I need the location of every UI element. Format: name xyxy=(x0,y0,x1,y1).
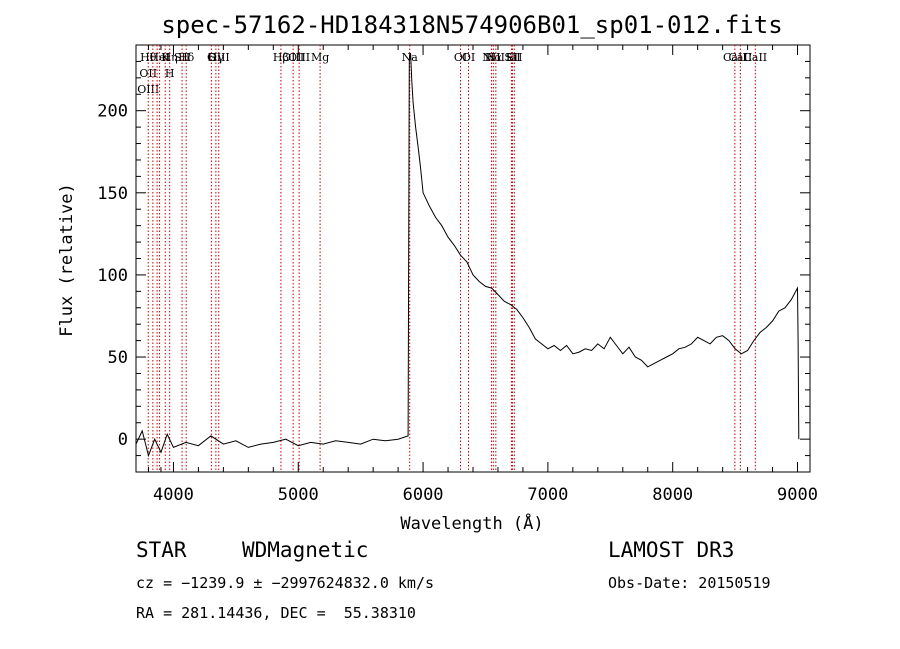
spectral-line-label: OI xyxy=(454,51,467,64)
x-tick-label: 5000 xyxy=(278,485,319,505)
spectral-line-label: OIII xyxy=(137,83,159,96)
spectral-line-label: Mg xyxy=(311,51,329,64)
spectral-line-label: G xyxy=(207,51,216,64)
y-tick-label: 150 xyxy=(97,184,128,204)
y-tick-label: 200 xyxy=(97,102,128,122)
spectral-line-label: Hβ xyxy=(273,51,289,64)
spectral-line-label: SII xyxy=(504,51,520,64)
coordinates: RA = 281.14436, DEC = 55.38310 xyxy=(136,604,416,622)
spectral-line-label: OII xyxy=(139,67,157,80)
y-axis-label: Flux (relative) xyxy=(57,183,77,337)
spectral-line-label: NII xyxy=(487,51,505,64)
spectral-line-label: Hγ xyxy=(208,51,225,64)
spectral-line-label: NII xyxy=(482,51,500,64)
spectral-line-label: CaII xyxy=(743,51,767,64)
x-tick-label: 8000 xyxy=(652,485,693,505)
x-axis-label: Wavelength (Å) xyxy=(400,512,543,534)
x-tick-label: 6000 xyxy=(403,485,444,505)
spectral-line-label: HeI xyxy=(149,51,169,64)
survey-name: LAMOST DR3 xyxy=(608,538,735,562)
plot-frame xyxy=(135,44,811,473)
spectral-line-label: SII xyxy=(506,51,522,64)
spectral-line-label: CaII xyxy=(729,51,753,64)
y-tick-label: 50 xyxy=(108,348,128,368)
spectral-line-label: Hδ xyxy=(178,51,195,64)
spectral-line-label: OIII xyxy=(208,51,230,64)
y-tick-label: 100 xyxy=(97,266,128,286)
x-tick-label: 7000 xyxy=(527,485,568,505)
spectrum-line xyxy=(135,53,800,458)
spectral-line-label: Li xyxy=(506,51,517,64)
spectral-line-label: K xyxy=(161,51,170,64)
observation-date: Obs-Date: 20150519 xyxy=(608,574,771,592)
y-axis-ticks: 0 50 100 150 200 xyxy=(97,60,810,457)
x-tick-label: 9000 xyxy=(777,485,818,505)
redshift-info: cz = −1239.9 ± −2997624832.0 km/s xyxy=(136,574,435,592)
y-tick-label: 0 xyxy=(118,430,128,450)
spectral-line-label: SII xyxy=(174,51,190,64)
spectral-line-label: CaII xyxy=(723,51,747,64)
x-tick-label: 4000 xyxy=(153,485,194,505)
spectral-line-label: OIII xyxy=(288,51,310,64)
spectral-line-label: Hθ xyxy=(140,51,157,64)
chart-title: spec-57162-HD184318N574906B01_sp01-012.f… xyxy=(161,11,782,39)
spectral-line-label: OI xyxy=(462,51,475,64)
object-subclass: WDMagnetic xyxy=(242,538,369,562)
x-axis-ticks: 4000 5000 6000 7000 8000 9000 xyxy=(147,45,818,505)
spectral-line-label: Hα xyxy=(485,51,503,64)
object-class: STAR xyxy=(136,538,187,562)
spectral-line-label: H xyxy=(165,67,175,80)
